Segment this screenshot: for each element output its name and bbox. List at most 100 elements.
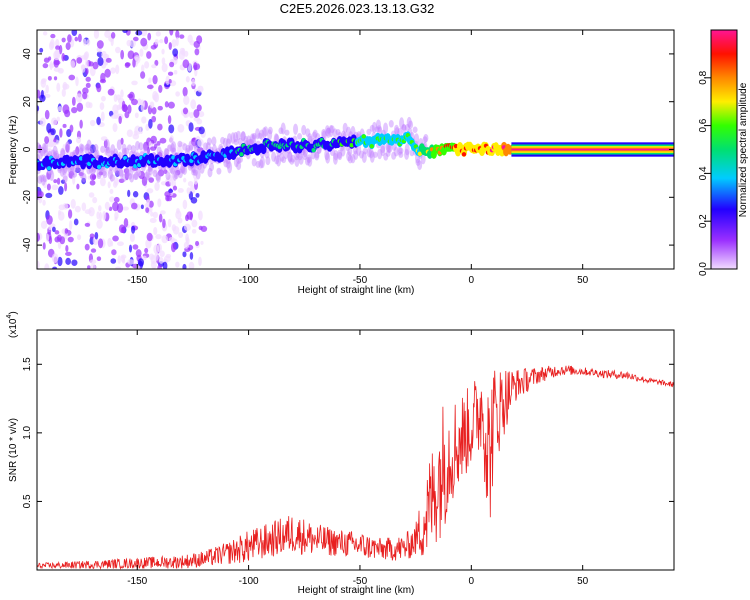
spectrogram-noise-cell: [62, 144, 66, 153]
spectrogram-halo-cell: [412, 126, 418, 133]
spectrogram-noise-cell: [162, 218, 166, 229]
spectrogram-halo-cell: [328, 124, 334, 137]
spectrogram-noise-cell: [67, 139, 73, 145]
spectrogram-halo-cell: [408, 120, 414, 129]
spectrogram-halo-cell: [235, 130, 241, 141]
spectrogram-noise-cell: [158, 84, 163, 93]
spectrogram-halo-cell: [37, 148, 43, 160]
spectrogram-noise-cell: [86, 38, 91, 46]
spectrogram-halo-cell: [346, 126, 352, 137]
spectrogram-halo-cell: [233, 138, 239, 146]
spectrogram-halo-cell: [180, 165, 186, 174]
spectrogram-noise-cell: [116, 203, 124, 213]
spectrogram-noise-cell: [169, 135, 174, 144]
spectrogram-noise-cell: [144, 247, 149, 254]
spectrogram-halo-cell: [255, 160, 261, 168]
spectrogram-y-label: Frequency (Hz): [8, 116, 19, 185]
y-tick-label: -20: [22, 190, 33, 205]
snr-scale-prefix: (x10: [8, 318, 19, 338]
spectrogram-noise-cell: [171, 39, 177, 48]
spectrogram-noise-cell: [38, 191, 44, 198]
spectrogram-noise-cell: [64, 228, 69, 234]
spectrogram-halo-cell: [422, 136, 428, 144]
spectrogram-noise-cell: [82, 38, 87, 46]
spectrogram-noise-cell: [104, 68, 111, 78]
spectrogram-noise-cell: [94, 231, 99, 240]
spectrogram-halo-cell: [227, 161, 233, 174]
spectrogram-noise-cell: [113, 176, 119, 186]
x-tick-label: -100: [239, 576, 259, 587]
spectrogram-halo-cell: [165, 171, 171, 181]
spectrogram-halo-cell: [177, 168, 183, 179]
spectrogram-noise-cell: [52, 266, 58, 269]
spectrogram-halo-cell: [225, 138, 231, 149]
spectrogram-noise-cell: [58, 204, 65, 211]
spectrogram-noise-cell: [123, 217, 129, 228]
spectrogram-noise-cell: [126, 39, 132, 47]
spectrogram-halo-cell: [167, 144, 173, 152]
spectrogram-noise-cell: [169, 61, 175, 68]
spectrogram-noise-cell: [154, 182, 160, 191]
spectrogram-noise-cell: [177, 187, 184, 193]
spectrogram-noise-cell: [105, 57, 112, 63]
spectrogram-noise-cell: [99, 177, 106, 187]
spectrogram-noise-cell: [100, 95, 106, 102]
spectrogram-noise-cell: [50, 33, 56, 39]
spectrogram-halo-cell: [138, 142, 144, 151]
spectrogram-noise-cell: [51, 117, 58, 126]
spectrogram-noise-cell: [96, 83, 102, 93]
spectrogram-halo-cell: [207, 167, 213, 178]
spectrogram-noise-cell: [132, 191, 139, 198]
spectrogram-halo-cell: [42, 175, 48, 183]
spectrogram-noise-cell: [198, 126, 205, 135]
spectrogram-noise-cell: [134, 56, 140, 62]
spectrogram-noise-cell: [130, 225, 136, 234]
spectrogram-noise-cell: [172, 185, 178, 191]
spectrogram-halo-cell: [142, 145, 148, 152]
spectrogram-halo-cell: [361, 151, 367, 164]
spectrogram-noise-cell: [96, 40, 104, 49]
spectrogram-noise-cell: [89, 233, 95, 239]
spectrogram-noise-cell: [146, 199, 150, 207]
spectrogram-noise-cell: [122, 30, 128, 34]
spectrogram-noise-cell: [188, 122, 194, 132]
spectrogram-halo-cell: [173, 172, 179, 180]
x-tick-label: -50: [353, 576, 368, 587]
spectrogram-noise-cell: [148, 177, 155, 183]
spectrogram-noise-cell: [65, 42, 71, 51]
spectrogram-noise-cell: [159, 137, 167, 144]
spectrogram-noise-cell: [197, 138, 204, 148]
spectrogram-noise-cell: [167, 115, 172, 125]
spectrogram-halo-cell: [332, 152, 338, 165]
spectrogram-noise-cell: [128, 244, 133, 253]
spectrogram-noise-cell: [190, 99, 197, 110]
spectrogram-halo-cell: [222, 137, 228, 148]
spectrogram-noise-cell: [84, 243, 90, 251]
spectrogram-noise-cell: [96, 219, 103, 229]
spectrogram-halo-cell: [85, 143, 91, 151]
spectrogram-noise-cell: [56, 234, 62, 242]
spectrogram-halo-cell: [274, 155, 280, 165]
spectrogram-halo-cell: [72, 149, 78, 156]
spectrogram-halo-cell: [287, 151, 293, 162]
y-tick-label: 0.5: [22, 494, 33, 508]
spectrogram-x-label: Height of straight line (km): [298, 285, 415, 296]
spectrogram-halo-cell: [305, 128, 311, 137]
spectrogram-noise-cell: [149, 217, 157, 224]
spectrogram-noise-cell: [187, 180, 194, 187]
spectrogram-noise-cell: [148, 118, 153, 129]
spectrogram-noise-cell: [132, 58, 136, 68]
spectrogram-noise-cell: [161, 57, 166, 65]
spectrogram-noise-cell: [157, 105, 163, 111]
spectrogram-halo-cell: [332, 128, 338, 138]
spectrogram-halo-cell: [109, 174, 115, 182]
spectrogram-noise-cell: [37, 232, 41, 242]
spectrogram-halo-cell: [314, 151, 320, 161]
spectrogram-halo-cell: [206, 137, 212, 146]
spectrogram-noise-cell: [196, 104, 202, 112]
y-tick-label: 20: [22, 96, 33, 108]
spectrogram-noise-cell: [110, 258, 117, 264]
spectrogram-noise-cell: [79, 119, 83, 129]
spectrogram-noise-cell: [131, 80, 138, 86]
spectrogram-halo-cell: [124, 169, 130, 179]
